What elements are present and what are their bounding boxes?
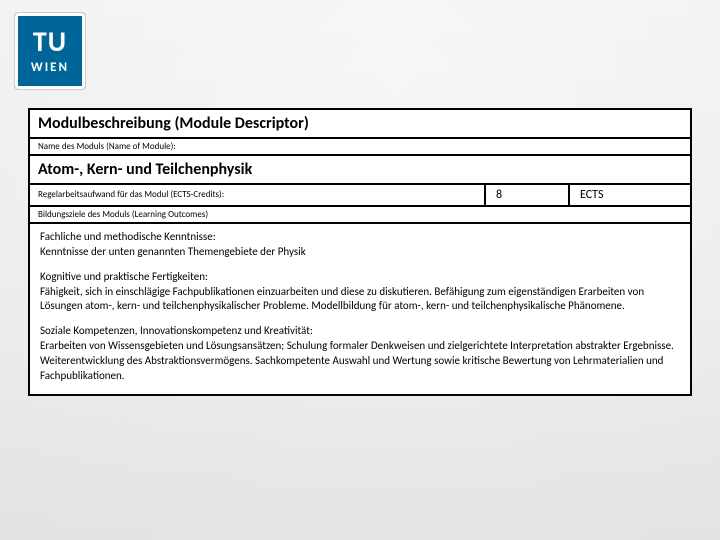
ects-row: Regelarbeitsaufwand für das Modul (ECTS-… (30, 185, 690, 207)
learning-outcomes-label: Bildungsziele des Moduls (Learning Outco… (30, 207, 690, 224)
ects-unit: ECTS (570, 185, 690, 205)
ects-value: 8 (486, 185, 570, 205)
outcome-title-3: Soziale Kompetenzen, Innovationskompeten… (40, 324, 313, 337)
logo-wien: WIEN (31, 60, 69, 75)
ects-label: Regelarbeitsaufwand für das Modul (ECTS-… (30, 185, 486, 205)
descriptor-header: Modulbeschreibung (Module Descriptor) (30, 110, 690, 139)
outcome-text-1: Kenntnisse der unten genannten Themengeb… (40, 245, 306, 258)
outcome-title-2: Kognitive und praktische Fertigkeiten: (40, 270, 208, 283)
outcome-text-3: Erarbeiten von Wissensgebieten und Lösun… (40, 339, 674, 382)
module-name-value: Atom-, Kern- und Teilchenphysik (30, 156, 690, 185)
outcome-section-2: Kognitive und praktische Fertigkeiten: F… (40, 270, 680, 315)
outcome-section-1: Fachliche und methodische Kenntnisse: Ke… (40, 230, 680, 260)
tu-wien-logo: TU WIEN (14, 12, 86, 90)
learning-outcomes-body: Fachliche und methodische Kenntnisse: Ke… (30, 224, 690, 394)
module-descriptor-table: Modulbeschreibung (Module Descriptor) Na… (28, 108, 692, 396)
outcome-text-2: Fähigkeit, sich in einschlägige Fachpubl… (40, 285, 644, 313)
outcome-section-3: Soziale Kompetenzen, Innovationskompeten… (40, 324, 680, 383)
logo-tu: TU (33, 28, 67, 56)
module-name-label: Name des Moduls (Name of Module): (30, 139, 690, 156)
outcome-title-1: Fachliche und methodische Kenntnisse: (40, 230, 216, 243)
